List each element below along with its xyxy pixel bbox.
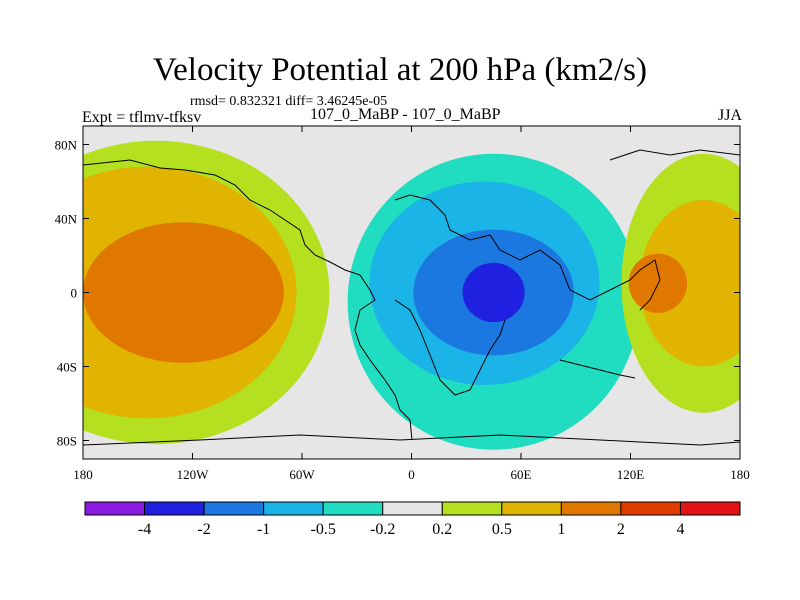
colorbar-swatch xyxy=(144,501,205,516)
colorbar-swatch xyxy=(501,501,562,516)
coastline-antarctica xyxy=(83,434,740,446)
coastlines xyxy=(83,149,740,446)
coastline-africa xyxy=(394,299,506,396)
case-label: 107_0_MaBP - 107_0_MaBP xyxy=(310,106,501,123)
experiment-label: Expt = tflmv-tfksv xyxy=(82,109,202,126)
coastline-arctic xyxy=(609,149,740,161)
x-tick-label: 180 xyxy=(73,467,93,482)
contour-neg-2 xyxy=(462,262,525,323)
colorbar-label: 4 xyxy=(676,521,684,538)
map-area xyxy=(83,126,740,459)
colorbar-label: 1 xyxy=(557,521,565,538)
x-axis: 180 120W 60W 0 60E 120E 180 xyxy=(73,126,750,482)
x-tick-label: 60W xyxy=(289,467,315,482)
coastline-eurasia-africa xyxy=(394,194,661,311)
x-tick-label: 120E xyxy=(617,467,645,482)
x-tick-label: 120W xyxy=(177,467,210,482)
colorbar-swatch xyxy=(322,501,384,516)
colorbar-label: 2 xyxy=(617,521,625,538)
coastline-americas xyxy=(83,159,413,441)
colorbar-label: -1 xyxy=(257,521,270,538)
colorbar-label: 0.5 xyxy=(492,521,512,538)
colorbar: -4 -2 -1 -0.5 -0.2 0.2 0.5 1 2 4 xyxy=(84,501,741,538)
colorbar-swatch xyxy=(560,501,622,516)
colorbar-swatch xyxy=(203,501,265,516)
colorbar-swatch xyxy=(679,501,741,516)
chart-title: Velocity Potential at 200 hPa (km2/s) xyxy=(152,52,648,88)
coastline-australia xyxy=(559,359,636,379)
colorbar-swatch xyxy=(84,501,146,516)
colorbar-label: 0.2 xyxy=(432,521,452,538)
colorbar-swatch xyxy=(382,501,443,516)
season-label: JJA xyxy=(717,107,742,124)
y-tick-label: 40N xyxy=(55,212,78,227)
y-tick-label: 0 xyxy=(71,286,78,301)
stats-label: rmsd= 0.832321 diff= 3.46245e-05 xyxy=(190,94,388,109)
colorbar-label: -0.5 xyxy=(311,521,336,538)
y-tick-label: 40S xyxy=(57,360,77,375)
colorbar-label: -2 xyxy=(197,521,210,538)
x-tick-label: 60E xyxy=(511,467,532,482)
contour-fields xyxy=(83,140,740,450)
colorbar-label: -0.2 xyxy=(370,521,395,538)
colorbar-swatch xyxy=(441,501,503,516)
y-tick-label: 80S xyxy=(57,434,77,449)
contour-pos-east-1 xyxy=(83,222,284,363)
x-tick-label: 0 xyxy=(408,467,415,482)
y-axis: 80N 40N 0 40S 80S xyxy=(55,138,740,449)
colorbar-swatch xyxy=(620,501,681,516)
x-tick-label: 180 xyxy=(730,467,750,482)
colorbar-swatch xyxy=(263,501,324,516)
colorbar-label: -4 xyxy=(138,521,151,538)
contour-pos-west-0-5 xyxy=(639,200,740,367)
y-tick-label: 80N xyxy=(55,138,78,153)
